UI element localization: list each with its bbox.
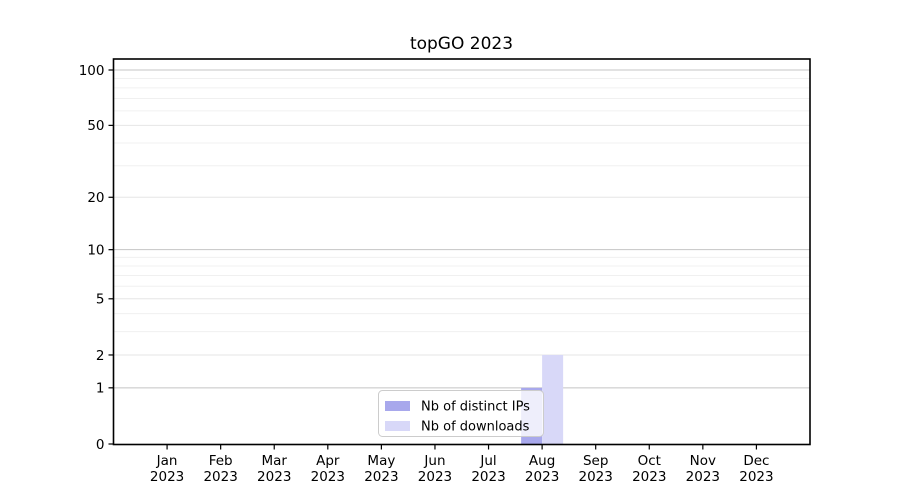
chart-title: topGO 2023: [409, 34, 514, 54]
legend-box: [378, 390, 544, 437]
legend-swatch-downloads: [385, 421, 410, 431]
x-tick-label-month-aug: Aug: [529, 453, 555, 469]
x-tick-label-year-jul: 2023: [471, 469, 505, 485]
x-tick-label-year-mar: 2023: [257, 469, 291, 485]
y-tick-label-50: 50: [87, 118, 104, 134]
x-tick-label-year-oct: 2023: [632, 469, 666, 485]
x-tick-label-month-sep: Sep: [583, 453, 608, 469]
x-tick-label-year-nov: 2023: [686, 469, 720, 485]
legend-label-distinct-ips: Nb of distinct IPs: [421, 400, 530, 415]
x-tick-label-month-nov: Nov: [690, 453, 716, 469]
x-tick-label-year-jun: 2023: [418, 469, 452, 485]
x-tick-label-month-mar: Mar: [261, 453, 287, 469]
x-tick-label-month-jan: Jan: [156, 453, 178, 469]
x-tick-label-year-aug: 2023: [525, 469, 559, 485]
x-tick-label-year-may: 2023: [364, 469, 398, 485]
plot-border: [112, 58, 811, 446]
y-tick-label-100: 100: [79, 63, 105, 79]
y-tick-label-20: 20: [87, 190, 104, 206]
x-tick-label-month-dec: Dec: [743, 453, 769, 469]
x-tick-label-year-sep: 2023: [579, 469, 613, 485]
bar-aug-downloads: [542, 354, 564, 445]
x-tick-label-month-may: May: [367, 453, 395, 469]
x-tick-label-year-dec: 2023: [739, 469, 773, 485]
x-tick-label-year-feb: 2023: [203, 469, 237, 485]
x-tick-label-year-jan: 2023: [150, 469, 184, 485]
legend-label-downloads: Nb of downloads: [421, 420, 530, 435]
x-tick-label-month-jul: Jul: [479, 453, 496, 469]
x-tick-label-year-apr: 2023: [311, 469, 345, 485]
x-tick-label-month-apr: Apr: [316, 453, 340, 469]
x-tick-label-month-jun: Jun: [423, 453, 445, 469]
x-tick-label-month-feb: Feb: [209, 453, 233, 469]
y-tick-label-10: 10: [87, 242, 104, 258]
x-tick-label-month-oct: Oct: [638, 453, 661, 469]
y-tick-label-1: 1: [96, 381, 105, 397]
y-tick-label-0: 0: [96, 437, 105, 453]
y-tick-label-5: 5: [96, 292, 105, 308]
y-tick-label-2: 2: [96, 348, 105, 364]
legend-swatch-distinct-ips: [385, 401, 410, 411]
